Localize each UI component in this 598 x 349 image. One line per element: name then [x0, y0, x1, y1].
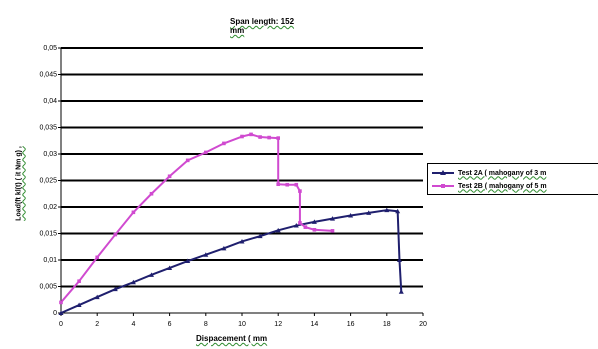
- data-point: [396, 257, 402, 262]
- legend-item-test-2b: Test 2B ( mahogany of 5 m: [432, 180, 547, 192]
- y-axis-label: Load(ft kl(t) ( it Nm g) ,: [16, 129, 23, 239]
- x-tick-label: 16: [347, 321, 355, 328]
- chart-title: Span length: 152 mm: [230, 8, 340, 35]
- data-point: [285, 182, 290, 187]
- axes: [58, 47, 424, 316]
- y-tick-label: 0,05: [43, 45, 57, 52]
- data-point: [113, 232, 118, 237]
- x-tick-label: 6: [168, 321, 172, 328]
- data-point: [221, 245, 227, 251]
- data-point: [366, 210, 372, 215]
- data-point: [167, 265, 173, 270]
- y-tick-label: 0,035: [39, 125, 57, 132]
- legend-swatch-test-2a: [432, 170, 454, 175]
- y-tick-label: 0,03: [43, 151, 57, 158]
- x-tick-label: 12: [274, 321, 282, 328]
- data-point: [204, 150, 208, 155]
- data-point: [276, 182, 280, 187]
- x-tick-label: 18: [383, 321, 391, 328]
- x-tick-label: 8: [204, 321, 208, 328]
- y-tick-labels: 0 0,005 0,01 0,015 0,02 0,025 0,03 0,035 0,04 0,0…: [39, 45, 57, 317]
- y-tick-label: 0,025: [39, 178, 57, 185]
- data-point: [398, 289, 404, 294]
- data-point: [185, 258, 191, 264]
- x-tick-label: 0: [59, 321, 63, 328]
- data-point: [95, 255, 99, 260]
- data-point: [112, 286, 118, 292]
- data-point: [249, 132, 253, 137]
- data-point: [293, 223, 299, 228]
- data-point: [94, 294, 100, 300]
- data-point: [312, 227, 317, 232]
- chart-title-text: Span length: 152 mm: [230, 17, 295, 35]
- data-point: [203, 252, 209, 257]
- data-point: [222, 141, 226, 146]
- x-tick-label: 4: [131, 321, 135, 328]
- data-point: [239, 238, 245, 244]
- x-axis-label: Dispacement ( mm: [196, 334, 267, 343]
- legend-swatch-test-2b: [432, 184, 454, 188]
- x-tick-label: 2: [95, 321, 99, 328]
- data-point: [330, 229, 335, 233]
- data-point: [311, 219, 317, 224]
- data-point: [348, 212, 354, 218]
- data-point: [149, 191, 154, 196]
- data-point: [298, 189, 302, 193]
- x-axis-label-text: Dispacement ( mm: [196, 334, 268, 343]
- data-point: [59, 300, 63, 305]
- series-line-2: [60, 133, 333, 304]
- y-tick-label: 0,015: [39, 231, 57, 238]
- y-tick-label: 0,01: [43, 257, 57, 264]
- x-tick-label: 14: [311, 321, 319, 328]
- data-point: [131, 210, 136, 215]
- y-tick-label: 0,005: [39, 284, 57, 291]
- data-point: [257, 233, 263, 239]
- data-point: [76, 302, 82, 308]
- legend-label-test-2a: Test 2A ( mahogany of 3 m: [458, 169, 547, 177]
- x-tick-labels: 0 2 4 6 8 10 12 14 16 18 20: [59, 321, 427, 328]
- legend-item-test-2a: Test 2A ( mahogany of 3 m: [432, 167, 546, 179]
- data-point: [258, 135, 262, 139]
- data-point: [275, 227, 281, 233]
- y-tick-label: 0,04: [43, 98, 57, 105]
- x-tick-label: 10: [238, 321, 246, 328]
- data-point: [149, 272, 154, 277]
- data-point: [395, 208, 401, 214]
- gridlines: [61, 47, 423, 288]
- data-point: [130, 279, 136, 285]
- y-tick-label: 0: [53, 310, 57, 317]
- y-tick-label: 0,045: [39, 72, 57, 79]
- y-axis-label-text: Load(ft kl(t) ( it Nm g) ,: [15, 146, 23, 221]
- data-point: [298, 221, 302, 225]
- data-point: [303, 225, 308, 229]
- legend: Test 2A ( mahogany of 3 m Test 2B ( maho…: [427, 163, 598, 195]
- series-lines: [58, 132, 404, 315]
- data-point: [330, 216, 335, 221]
- data-point: [267, 135, 271, 140]
- data-point: [77, 279, 81, 283]
- data-point: [384, 207, 390, 213]
- x-tick-label: 20: [419, 321, 427, 328]
- data-point: [58, 310, 64, 315]
- data-point: [294, 182, 299, 187]
- series-line-1: [60, 209, 403, 314]
- legend-label-test-2b: Test 2B ( mahogany of 5 m: [458, 182, 547, 190]
- data-point: [276, 136, 280, 140]
- data-point: [167, 174, 172, 179]
- data-point: [185, 158, 190, 163]
- data-point: [240, 134, 244, 139]
- y-tick-label: 0,02: [43, 204, 57, 211]
